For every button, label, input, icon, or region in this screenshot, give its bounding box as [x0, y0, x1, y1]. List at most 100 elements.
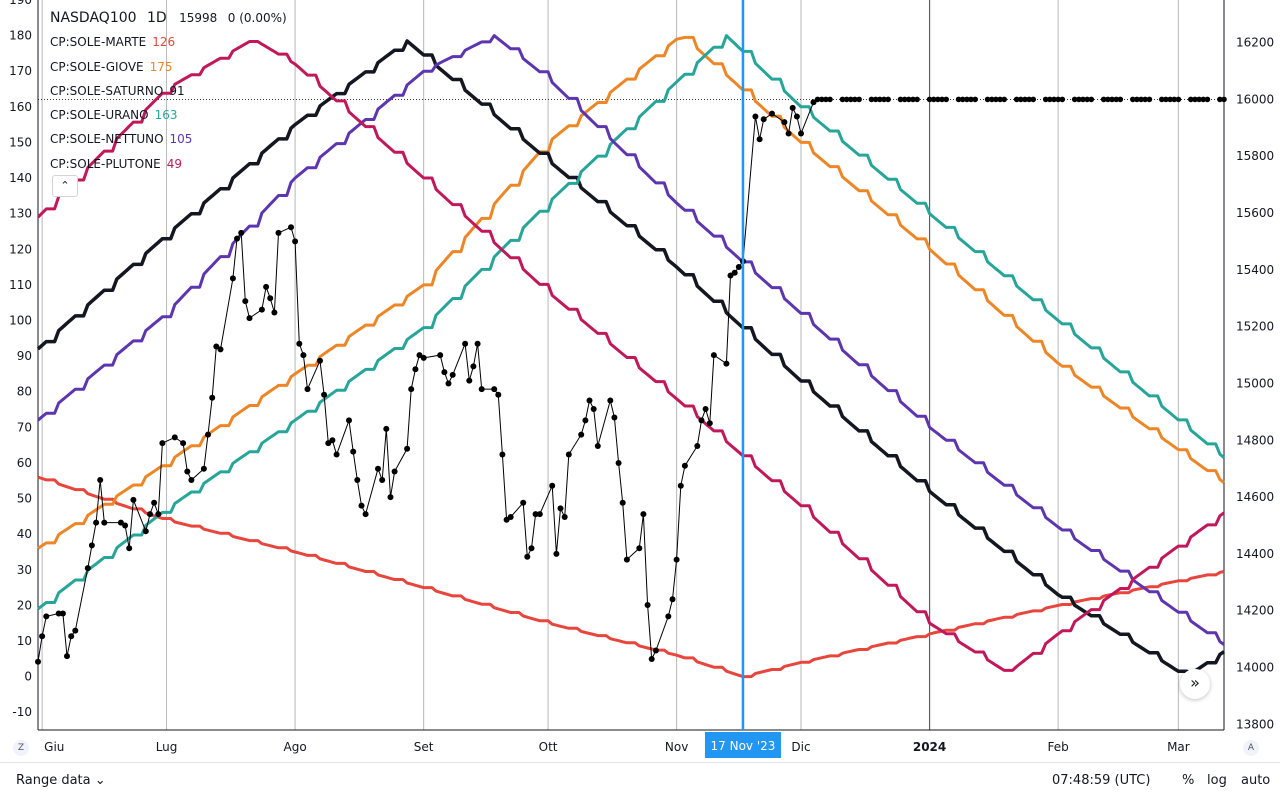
legend-series-name: CP:SOLE-PLUTONE: [50, 156, 161, 171]
projection-point: [959, 96, 966, 103]
data-point: [258, 306, 265, 313]
data-point: [640, 511, 647, 518]
projection-point: [1088, 96, 1095, 103]
data-point: [55, 610, 62, 617]
percent-scale-toggle[interactable]: %: [1182, 773, 1195, 788]
data-point: [499, 451, 506, 458]
legend-series-saturno[interactable]: CP:SOLE-SATURNO 91: [50, 79, 287, 103]
data-point: [408, 386, 415, 393]
projection-point: [1080, 96, 1086, 103]
data-point: [263, 283, 270, 290]
auto-scale-corner-button[interactable]: A: [1243, 740, 1259, 756]
data-point: [333, 451, 340, 458]
data-point: [159, 440, 166, 447]
x-tick-label: Nov: [665, 740, 688, 754]
corner-right-label: A: [1247, 743, 1255, 753]
data-point: [188, 477, 195, 483]
data-point: [731, 269, 738, 276]
projection-point: [1026, 96, 1032, 103]
right-tick-label: 15600: [1236, 206, 1274, 220]
legend-series-urano[interactable]: CP:SOLE-URANO 163: [50, 103, 287, 127]
projection-point: [872, 96, 879, 103]
legend-title-row[interactable]: NASDAQ100 1D 15998 0 (0.00%): [50, 6, 287, 30]
timezone-corner-button[interactable]: Z: [13, 740, 29, 756]
projection-point: [827, 96, 833, 103]
projection-point: [964, 96, 970, 103]
data-point: [229, 275, 236, 282]
legend-series-plutone[interactable]: CP:SOLE-PLUTONE 49: [50, 152, 287, 176]
projection-point: [843, 96, 850, 103]
data-point: [793, 113, 800, 120]
data-point: [495, 391, 502, 398]
data-point: [387, 494, 394, 501]
data-point: [379, 477, 386, 483]
data-point: [756, 136, 763, 143]
series-line: [37, 475, 1225, 679]
projection-point: [1117, 96, 1124, 103]
data-point: [350, 448, 357, 455]
right-tick-label: 15800: [1236, 149, 1274, 163]
legend-series-giove[interactable]: CP:SOLE-GIOVE 175: [50, 55, 287, 79]
data-point: [528, 545, 535, 552]
x-tick-label: Mar: [1167, 740, 1190, 754]
data-point: [246, 315, 253, 322]
projection-point: [1217, 96, 1223, 103]
projection-point: [906, 96, 912, 103]
data-point: [275, 229, 282, 236]
projection-point: [1047, 96, 1053, 103]
data-point: [358, 502, 365, 509]
projection-point: [1221, 96, 1227, 103]
projection-point: [1022, 96, 1028, 103]
legend-collapse-button[interactable]: ⌃: [52, 175, 78, 197]
legend-series-value: 126: [152, 35, 176, 50]
legend-series-marte[interactable]: CP:SOLE-MARTE 126: [50, 30, 287, 54]
right-tick-label: 14800: [1236, 433, 1274, 447]
chart-canvas[interactable]: -10 0 10 20 30 40 50 60 70 80 90 100 110 120 130 140 150…: [0, 0, 1280, 762]
legend-series-name: CP:SOLE-MARTE: [50, 35, 147, 50]
legend-series-value: 105: [169, 132, 193, 147]
auto-scale-toggle[interactable]: auto: [1241, 773, 1271, 788]
projection-point: [955, 96, 962, 103]
projection-point: [1134, 96, 1140, 103]
series-cp-sole-urano: [37, 34, 1225, 611]
data-point: [611, 414, 618, 421]
timeframe[interactable]: 1D: [147, 10, 167, 26]
data-point: [594, 443, 601, 449]
log-scale-toggle[interactable]: log: [1207, 773, 1227, 788]
scroll-to-realtime-button[interactable]: »: [1180, 669, 1210, 699]
data-point: [520, 499, 527, 506]
projection-point: [1167, 96, 1173, 103]
series-nasdaq100: [35, 96, 1227, 665]
data-point: [810, 99, 817, 106]
right-tick-label: 15000: [1236, 376, 1274, 390]
projection-point: [823, 96, 829, 103]
x-tick-label: Lug: [156, 740, 178, 754]
data-point: [769, 110, 775, 117]
data-point: [735, 264, 742, 270]
legend-series-nettuno[interactable]: CP:SOLE-NETTUNO 105: [50, 127, 287, 151]
data-point: [578, 431, 585, 438]
right-axis: 13800 14000 14200 14400 14600 14800 15000 15200…: [1236, 36, 1274, 732]
symbol-change: 0 (0.00%): [227, 11, 287, 25]
utc-clock[interactable]: 07:48:59 (UTC): [1052, 773, 1151, 788]
legend-series-value: 91: [169, 83, 185, 98]
projection-point: [1142, 96, 1148, 103]
left-axis: -10 0 10 20 30 40 50 60 70 80 90 100 110 120 130 140 150…: [9, 0, 32, 719]
legend-series-name: CP:SOLE-SATURNO: [50, 83, 164, 98]
data-point: [673, 556, 680, 563]
left-tick-label: 90: [17, 349, 32, 363]
left-tick-label: 70: [17, 420, 32, 434]
projection-point: [997, 96, 1003, 103]
data-point: [93, 519, 100, 526]
symbol-name[interactable]: NASDAQ100: [50, 10, 137, 26]
projection-point: [1188, 96, 1194, 103]
projection-point: [1076, 96, 1082, 103]
projection-point: [897, 96, 904, 103]
legend-series-name: CP:SOLE-URANO: [50, 108, 149, 123]
data-point: [590, 406, 597, 412]
range-data-button[interactable]: Range data ⌄: [16, 773, 106, 788]
projection-point: [1055, 96, 1061, 103]
data-point: [470, 363, 477, 370]
data-point: [234, 235, 240, 242]
series-line: [37, 102, 814, 662]
